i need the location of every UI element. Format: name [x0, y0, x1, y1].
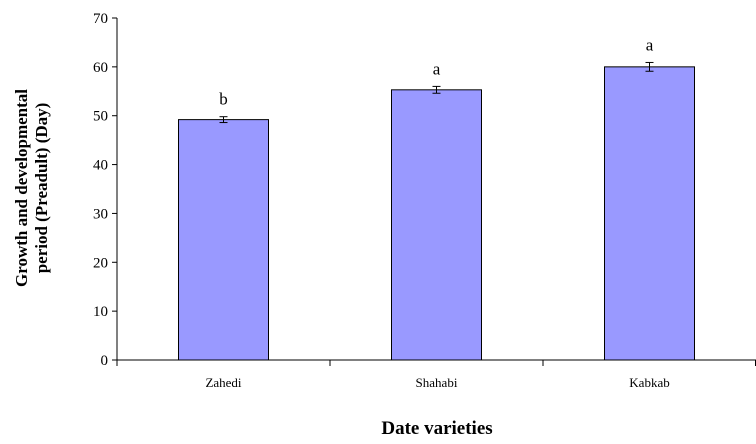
- y-tick-label: 60: [93, 60, 108, 76]
- y-tick-label: 70: [93, 11, 108, 27]
- x-tick-label: Zahedi: [205, 375, 241, 390]
- y-axis-title-line-1: Growth and developmental: [12, 89, 31, 287]
- x-tick-label: Shahabi: [416, 375, 458, 390]
- y-tick-label: 30: [93, 206, 108, 222]
- bar-kabkab: [605, 67, 695, 360]
- x-tick-label: Kabkab: [629, 375, 669, 390]
- bar-zahedi: [179, 120, 269, 360]
- y-axis-title-line-2: period (Preadult) (Day): [32, 103, 51, 274]
- y-tick-label: 20: [93, 255, 108, 271]
- y-tick-label: 10: [93, 304, 108, 320]
- significance-letter: a: [433, 59, 441, 78]
- y-tick-label: 0: [101, 353, 109, 369]
- significance-letter: b: [219, 90, 228, 109]
- y-tick-label: 40: [93, 158, 108, 174]
- y-axis: 0 10 20 30 40 50 60 70: [93, 11, 117, 369]
- bars: [179, 62, 695, 360]
- x-axis-title: Date varieties: [381, 418, 492, 439]
- bar-shahabi: [392, 90, 482, 360]
- y-tick-label: 50: [93, 109, 108, 125]
- x-axis: Zahedi Shahabi Kabkab: [117, 360, 756, 390]
- significance-letter: a: [646, 35, 654, 54]
